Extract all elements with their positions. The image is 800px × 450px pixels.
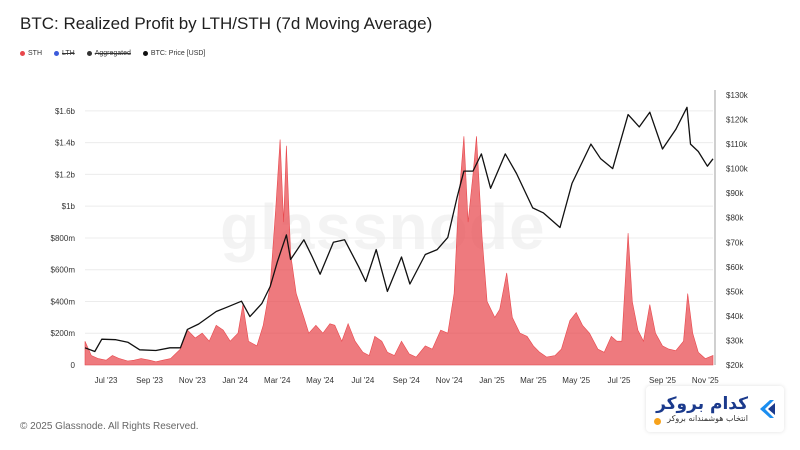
sth-area bbox=[84, 136, 714, 366]
y-left-tick-label: $1.2b bbox=[55, 170, 76, 179]
legend-item-price[interactable]: BTC: Price [USD] bbox=[142, 50, 206, 57]
legend-item-lth[interactable]: LTH bbox=[54, 50, 75, 57]
x-tick-label: Jul '24 bbox=[351, 376, 374, 385]
y-right-tick-label: $80k bbox=[726, 214, 744, 223]
x-tick-label: Jan '24 bbox=[222, 376, 248, 385]
legend-swatch-price bbox=[142, 51, 148, 56]
copyright-text: © 2025 Glassnode. All Rights Reserved. bbox=[20, 421, 199, 432]
legend-swatch-aggregated bbox=[86, 51, 92, 56]
y-left-tick-label: $600m bbox=[51, 266, 76, 275]
legend-label-lth: LTH bbox=[62, 50, 75, 57]
x-tick-label: Nov '24 bbox=[436, 376, 463, 385]
legend-swatch-lth bbox=[54, 51, 59, 56]
y-left-tick-label: $400m bbox=[51, 297, 76, 306]
sth-area-layer bbox=[84, 136, 714, 366]
y-left-tick-label: $200m bbox=[51, 329, 76, 338]
legend-label-price: BTC: Price [USD] bbox=[150, 50, 206, 57]
y-right-tick-label: $110k bbox=[726, 140, 748, 149]
x-tick-label: Sep '25 bbox=[649, 376, 676, 385]
y-right-tick-label: $50k bbox=[726, 287, 744, 296]
broker-badge[interactable]: کدام بروکر انتخاب هوشمندانه بروکر bbox=[646, 386, 784, 432]
page-title: BTC: Realized Profit by LTH/STH (7d Movi… bbox=[20, 14, 433, 33]
x-tick-label: Nov '25 bbox=[692, 376, 719, 385]
price-line-layer bbox=[84, 106, 714, 353]
x-tick-label: Jul '23 bbox=[95, 376, 118, 385]
y-left-tick-label: $800m bbox=[51, 234, 76, 243]
y-right-tick-label: $70k bbox=[726, 238, 744, 247]
legend-item-aggregated[interactable]: Aggregated bbox=[86, 50, 131, 57]
y-right-tick-label: $100k bbox=[726, 165, 749, 174]
y-right-tick-label: $60k bbox=[726, 263, 744, 272]
badge-subtitle: انتخاب هوشمندانه بروکر bbox=[667, 413, 748, 423]
y-right-tick-label: $30k bbox=[726, 336, 744, 345]
y-left-tick-label: $1.4b bbox=[55, 139, 76, 148]
chart-legend: STH LTH Aggregated BTC: Price [USD] bbox=[20, 50, 205, 57]
x-tick-label: Jul '25 bbox=[608, 376, 631, 385]
y-left-tick-label: $1b bbox=[62, 202, 76, 211]
legend-label-sth: STH bbox=[28, 50, 42, 57]
x-tick-label: Sep '23 bbox=[136, 376, 163, 385]
legend-item-sth[interactable]: STH bbox=[20, 50, 42, 57]
x-tick-label: Jan '25 bbox=[479, 376, 505, 385]
badge-name: کدام بروکر bbox=[656, 393, 748, 414]
axes: 0 $200m $400m $600m $800m $1b $1.2b $1.4b $1.6b $… bbox=[51, 90, 749, 385]
x-tick-label: May '25 bbox=[562, 376, 590, 385]
y-right-tick-label: $130k bbox=[726, 91, 749, 100]
chevron-logo-icon bbox=[760, 400, 775, 418]
y-right-tick-label: $90k bbox=[726, 189, 744, 198]
y-right-tick-label: $40k bbox=[726, 312, 744, 321]
y-right-tick-label: $120k bbox=[726, 116, 749, 125]
badge-text: کدام بروکر انتخاب هوشمندانه بروکر bbox=[656, 395, 748, 424]
y-left-tick-label: $1.6b bbox=[55, 107, 76, 116]
x-tick-label: May '24 bbox=[306, 376, 334, 385]
y-right-tick-label: $20k bbox=[726, 361, 744, 370]
y-left-tick-label: 0 bbox=[71, 361, 76, 370]
x-tick-label: Sep '24 bbox=[393, 376, 420, 385]
btc-price-line bbox=[84, 106, 714, 353]
badge-accent-dot bbox=[654, 418, 661, 425]
x-tick-label: Mar '25 bbox=[520, 376, 547, 385]
x-tick-label: Nov '23 bbox=[179, 376, 206, 385]
legend-swatch-sth bbox=[20, 51, 25, 56]
legend-label-aggregated: Aggregated bbox=[94, 50, 131, 57]
x-tick-label: Mar '24 bbox=[264, 376, 291, 385]
